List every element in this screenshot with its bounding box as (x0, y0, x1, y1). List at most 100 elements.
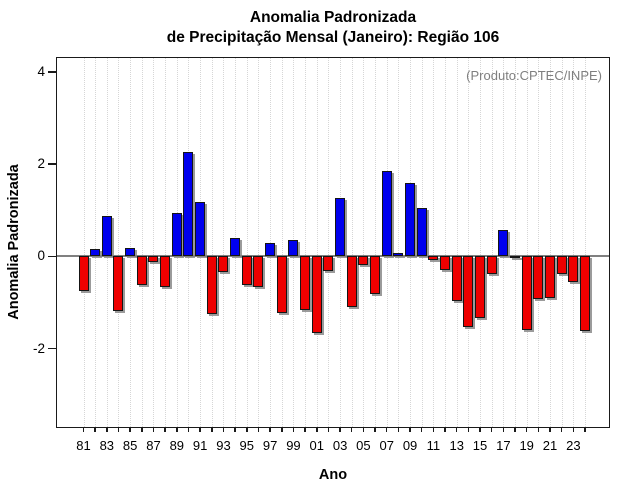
x-tick-2015 (479, 427, 481, 432)
plot-area: (Produto:CPTEC/INPE) -2 0 2 4 81 83 85 87 89 91 93… (33, 57, 610, 453)
x-tick-1994 (234, 427, 236, 432)
x-tick-2016 (490, 427, 493, 432)
gridline-2001 (316, 58, 318, 427)
product-annotation: (Produto:CPTEC/INPE) (466, 68, 602, 83)
gridline-2019 (526, 58, 528, 427)
x-tick-label-93: 93 (216, 438, 231, 453)
gridline-1996 (258, 58, 260, 427)
x-tick-label-23: 23 (566, 438, 581, 453)
x-tick-2014 (467, 427, 470, 432)
x-tick-label-17: 17 (496, 438, 511, 453)
bar-2003 (335, 198, 346, 257)
x-tick-2007 (385, 427, 388, 432)
x-tick-2019 (525, 427, 528, 432)
bar-2022 (556, 256, 567, 275)
x-tick-2003 (339, 427, 341, 432)
chart-title: Anomalia Padronizada de Precipitação Men… (57, 8, 609, 48)
y-tick-label-0: 0 (37, 248, 45, 264)
bar-1999 (288, 239, 299, 257)
x-tick-2013 (455, 427, 458, 432)
chart-title-line1: Anomalia Padronizada (249, 9, 417, 26)
gridline-1984 (118, 58, 120, 427)
x-tick-2020 (537, 427, 540, 432)
x-tick-2004 (350, 427, 353, 432)
x-tick-1991 (199, 427, 201, 432)
bar-1991 (195, 202, 206, 257)
bar-1995 (241, 256, 252, 285)
bar-2009 (405, 182, 416, 257)
x-tick-1995 (246, 427, 248, 432)
x-tick-1999 (292, 427, 295, 432)
y-tick-4 (48, 71, 57, 73)
bar-2019 (521, 256, 532, 331)
bar-2024 (580, 256, 590, 332)
x-tick-label-99: 99 (286, 438, 301, 453)
bar-1996 (253, 256, 264, 288)
x-tick-label-07: 07 (379, 438, 394, 453)
x-tick-label-21: 21 (542, 438, 558, 453)
y-axis-title: Anomalia Padronizada (6, 164, 22, 320)
x-axis-title: Ano (318, 467, 348, 483)
x-tick-1988 (164, 427, 166, 432)
gridline-2004 (351, 58, 353, 427)
gridline-1981 (83, 58, 85, 427)
y-tick--2 (48, 347, 57, 350)
bar-2012 (440, 256, 451, 270)
x-tick-1992 (211, 427, 213, 432)
gridline-2006 (375, 58, 377, 427)
x-tick-label-85: 85 (122, 438, 138, 453)
x-tick-1985 (129, 427, 131, 432)
x-tick-2000 (304, 427, 306, 432)
gridline-1988 (165, 58, 167, 427)
y-tick-label-4: 4 (37, 63, 45, 79)
bar-2021 (545, 256, 555, 299)
x-tick-2017 (502, 427, 505, 432)
x-tick-2002 (327, 427, 330, 432)
x-tick-1983 (106, 427, 108, 432)
x-tick-1996 (257, 427, 260, 432)
bar-2018 (510, 256, 521, 259)
bar-2002 (323, 256, 334, 271)
bar-2017 (498, 230, 509, 257)
x-tick-1993 (222, 427, 225, 432)
x-tick-1986 (141, 427, 143, 432)
gridline-2002 (328, 58, 330, 427)
gridline-1985 (130, 58, 132, 427)
bar-2004 (346, 256, 357, 307)
x-tick-label-15: 15 (472, 438, 488, 453)
bar-1990 (183, 152, 194, 257)
bar-1984 (113, 256, 124, 311)
x-tick-label-87: 87 (146, 438, 161, 453)
x-tick-1982 (94, 427, 96, 432)
bar-1989 (171, 212, 182, 257)
gridline-2013 (456, 58, 458, 427)
x-tick-label-91: 91 (192, 438, 208, 453)
bar-2006 (370, 256, 381, 294)
gridline-1997 (270, 58, 272, 427)
bar-1988 (160, 256, 171, 288)
x-tick-1998 (281, 427, 283, 432)
x-tick-label-95: 95 (239, 438, 254, 453)
bar-2007 (381, 170, 392, 257)
gridline-1993 (223, 58, 225, 427)
x-tick-2012 (444, 427, 446, 432)
gridline-1986 (141, 58, 143, 427)
bar-1982 (90, 249, 101, 257)
bar-1986 (136, 256, 147, 285)
bar-2015 (475, 256, 486, 318)
x-tick-2008 (397, 427, 400, 432)
x-tick-2005 (362, 427, 365, 432)
x-tick-label-81: 81 (76, 438, 91, 453)
gridline-2020 (538, 58, 540, 427)
x-tick-label-05: 05 (356, 438, 371, 453)
x-tick-1990 (187, 427, 190, 432)
gridline-2022 (561, 58, 563, 427)
x-tick-label-89: 89 (169, 438, 185, 453)
gridline-2000 (305, 58, 307, 427)
x-tick-1984 (117, 427, 120, 432)
x-tick-1981 (82, 427, 85, 432)
bar-2016 (486, 256, 497, 275)
x-tick-1989 (176, 427, 178, 432)
x-tick-label-97: 97 (262, 438, 278, 453)
